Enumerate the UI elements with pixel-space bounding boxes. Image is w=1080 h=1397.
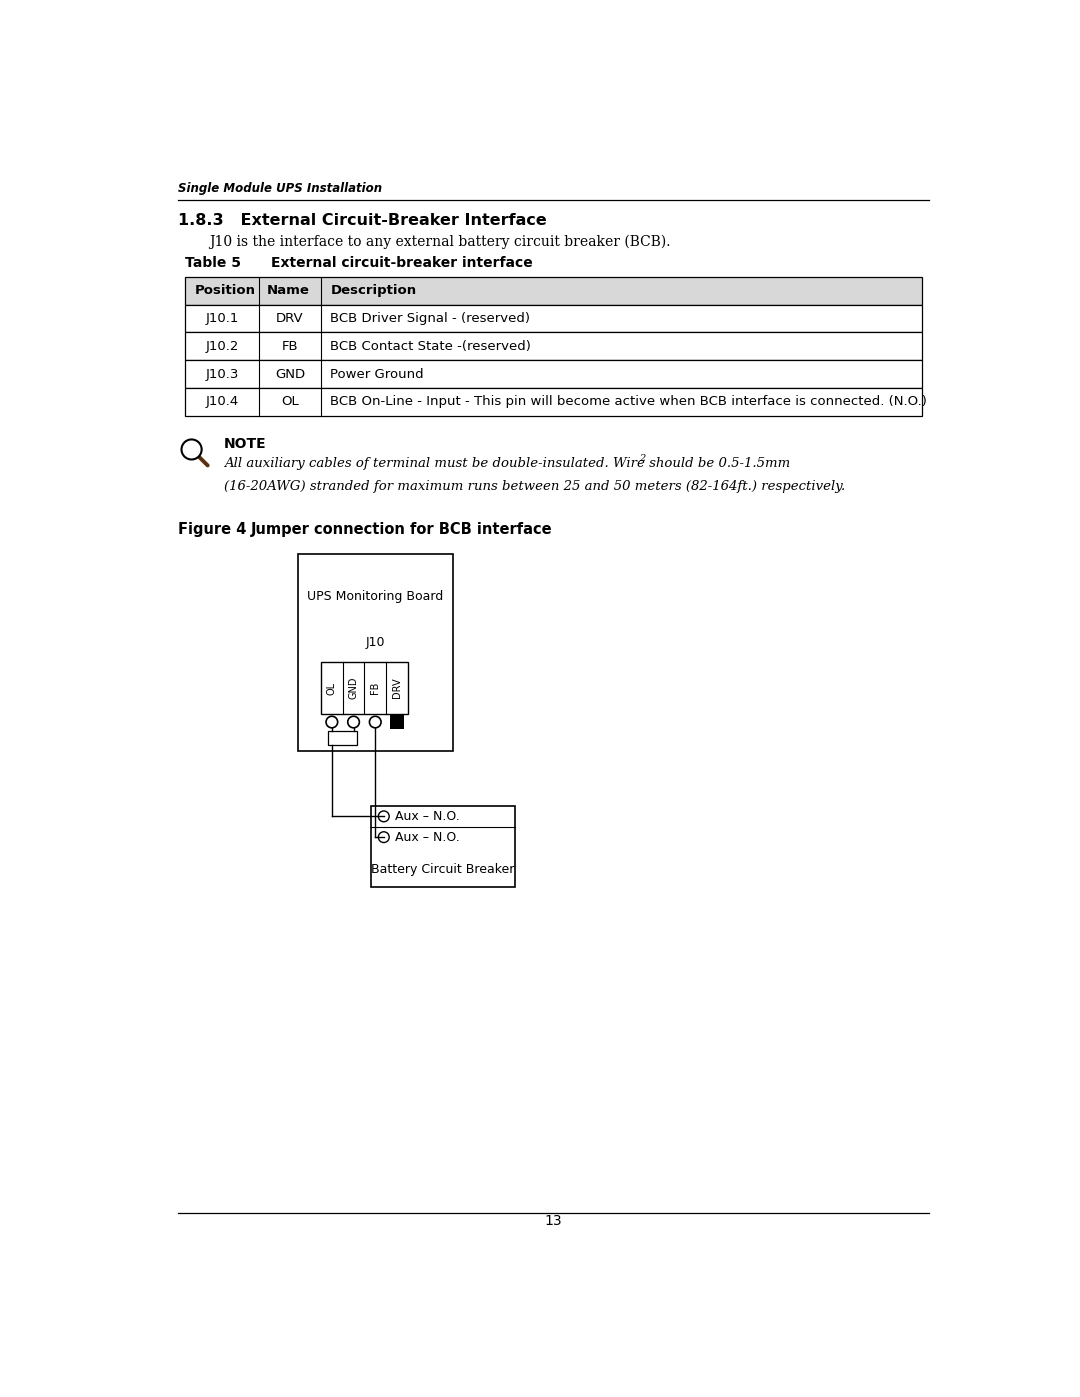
- Text: J10.3: J10.3: [205, 367, 239, 380]
- Text: 2: 2: [638, 454, 645, 462]
- Bar: [372, 806, 515, 887]
- Text: BCB Driver Signal - (reserved): BCB Driver Signal - (reserved): [330, 312, 530, 326]
- Text: Position: Position: [194, 285, 256, 298]
- Text: Table 5: Table 5: [186, 256, 241, 270]
- Text: Jumper connection for BCB interface: Jumper connection for BCB interface: [252, 522, 553, 536]
- Text: Aux – N.O.: Aux – N.O.: [394, 831, 459, 844]
- Bar: [186, 388, 921, 415]
- Bar: [298, 555, 453, 750]
- Text: Name: Name: [267, 285, 310, 298]
- Text: FB: FB: [370, 682, 380, 694]
- Text: J10.4: J10.4: [205, 395, 239, 408]
- Circle shape: [348, 717, 360, 728]
- Bar: [328, 731, 357, 745]
- Text: Figure 4: Figure 4: [177, 522, 246, 536]
- Text: J10: J10: [365, 636, 384, 650]
- Bar: [186, 360, 921, 388]
- Text: Description: Description: [330, 285, 417, 298]
- Circle shape: [378, 812, 389, 821]
- Text: DRV: DRV: [392, 678, 402, 698]
- Text: All auxiliary cables of terminal must be double-insulated. Wire should be 0.5-1.: All auxiliary cables of terminal must be…: [225, 457, 791, 471]
- Text: BCB On-Line - Input - This pin will become active when BCB interface is connecte: BCB On-Line - Input - This pin will beco…: [330, 395, 927, 408]
- Text: GND: GND: [275, 367, 305, 380]
- Text: Power Ground: Power Ground: [330, 367, 424, 380]
- Bar: [186, 305, 921, 332]
- Text: OL: OL: [327, 682, 337, 694]
- Text: Aux – N.O.: Aux – N.O.: [394, 810, 459, 823]
- Circle shape: [369, 717, 381, 728]
- Text: 1.8.3   External Circuit-Breaker Interface: 1.8.3 External Circuit-Breaker Interface: [177, 214, 546, 228]
- Text: BCB Contact State -(reserved): BCB Contact State -(reserved): [330, 339, 531, 353]
- Text: OL: OL: [281, 395, 299, 408]
- Text: 13: 13: [544, 1214, 563, 1228]
- Circle shape: [378, 831, 389, 842]
- Text: DRV: DRV: [276, 312, 303, 326]
- Text: UPS Monitoring Board: UPS Monitoring Board: [307, 590, 444, 604]
- Circle shape: [181, 440, 202, 460]
- Text: FB: FB: [282, 339, 298, 353]
- Text: GND: GND: [349, 678, 359, 700]
- Circle shape: [326, 717, 338, 728]
- Bar: [186, 277, 921, 305]
- Text: Battery Circuit Breaker: Battery Circuit Breaker: [372, 863, 515, 876]
- Bar: [390, 715, 404, 729]
- Text: J10 is the interface to any external battery circuit breaker (BCB).: J10 is the interface to any external bat…: [208, 235, 670, 249]
- Text: Single Module UPS Installation: Single Module UPS Installation: [177, 182, 381, 194]
- Bar: [321, 662, 408, 714]
- Text: J10.2: J10.2: [205, 339, 239, 353]
- Text: (16-20AWG) stranded for maximum runs between 25 and 50 meters (82-164ft.) respec: (16-20AWG) stranded for maximum runs bet…: [225, 481, 846, 493]
- Text: NOTE: NOTE: [225, 437, 267, 451]
- Text: J10.1: J10.1: [205, 312, 239, 326]
- Bar: [186, 332, 921, 360]
- Text: External circuit-breaker interface: External circuit-breaker interface: [271, 256, 532, 270]
